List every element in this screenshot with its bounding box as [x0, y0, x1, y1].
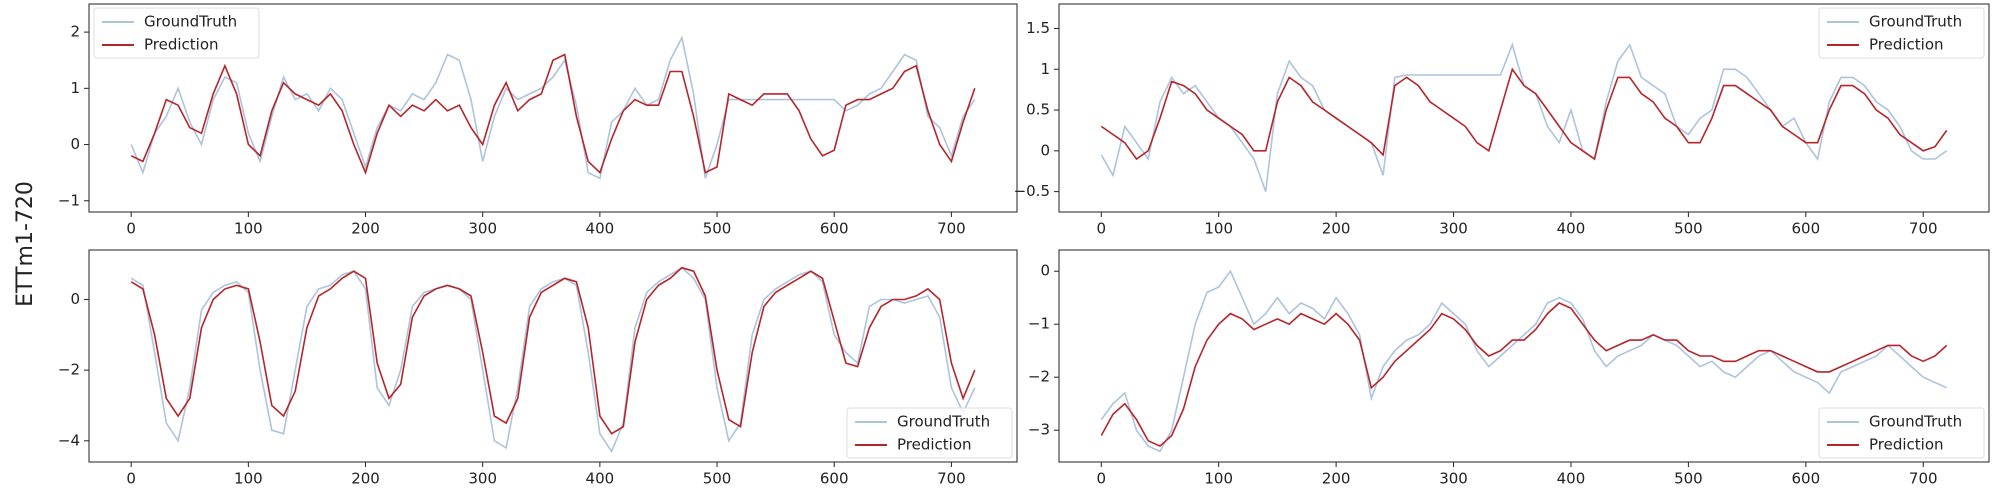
x-tick-label: 600 — [1791, 470, 1820, 488]
legend-label: GroundTruth — [897, 413, 990, 431]
y-tick-label: 1.5 — [1026, 19, 1050, 37]
plot-frame — [88, 3, 1018, 213]
legend-frame — [93, 7, 260, 59]
plot-frame — [88, 249, 1018, 463]
x-tick-label: 700 — [937, 220, 966, 238]
legend-label: Prediction — [144, 36, 219, 54]
x-tick-label: 600 — [820, 470, 849, 488]
y-tick-label: −3 — [1028, 421, 1050, 439]
x-tick-label: 500 — [703, 470, 732, 488]
legend-label: Prediction — [1869, 36, 1944, 54]
x-tick-label: 200 — [351, 220, 380, 238]
x-tick-label: 400 — [586, 220, 615, 238]
y-tick-label: −4 — [58, 431, 80, 449]
series-line — [1100, 302, 1948, 448]
y-tick-label: −2 — [1028, 368, 1050, 386]
y-tick-label: 2 — [70, 23, 80, 41]
y-tick-label: 1 — [1040, 60, 1050, 78]
y-tick-label: −0.5 — [1014, 182, 1050, 200]
x-tick-label: 400 — [586, 470, 615, 488]
x-tick-label: 500 — [1674, 220, 1703, 238]
x-tick-label: 700 — [937, 470, 966, 488]
x-tick-label: 400 — [1557, 220, 1586, 238]
x-tick-label: 0 — [1096, 220, 1106, 238]
legend-label: Prediction — [897, 436, 972, 454]
legend-frame — [846, 407, 1013, 459]
x-tick-label: 100 — [234, 470, 263, 488]
x-tick-label: 0 — [1096, 470, 1106, 488]
y-tick-label: 0 — [1040, 141, 1050, 159]
x-tick-label: 100 — [1204, 220, 1233, 238]
plot-frame — [1058, 249, 1990, 463]
x-tick-label: 100 — [234, 220, 263, 238]
x-tick-label: 0 — [126, 470, 136, 488]
series-line — [1100, 42, 1948, 192]
y-tick-label: −1 — [58, 191, 80, 209]
x-tick-label: 0 — [126, 220, 136, 238]
x-tick-label: 300 — [1439, 470, 1468, 488]
legend-label: GroundTruth — [144, 13, 237, 31]
y-tick-label: 1 — [70, 79, 80, 97]
x-tick-label: 600 — [820, 220, 849, 238]
x-tick-label: 500 — [703, 220, 732, 238]
x-tick-label: 200 — [1322, 220, 1351, 238]
x-tick-label: 100 — [1204, 470, 1233, 488]
y-tick-label: 0 — [70, 135, 80, 153]
y-tick-label: −2 — [58, 361, 80, 379]
x-tick-label: 300 — [468, 220, 497, 238]
y-tick-label: 0 — [1040, 262, 1050, 280]
series-line — [130, 35, 976, 180]
series-line — [130, 266, 976, 454]
y-tick-label: −1 — [1028, 315, 1050, 333]
plot-frame — [1058, 3, 1990, 213]
legend-label: GroundTruth — [1869, 413, 1962, 431]
legend-frame — [1818, 407, 1985, 459]
series-line — [130, 53, 976, 175]
series-line — [1100, 269, 1948, 453]
x-tick-label: 400 — [1557, 470, 1586, 488]
series-line — [130, 266, 976, 435]
figure-label: ETTm1-720 — [13, 181, 38, 307]
x-tick-label: 700 — [1909, 470, 1938, 488]
legend-label: Prediction — [1869, 436, 1944, 454]
y-tick-label: 0.5 — [1026, 101, 1050, 119]
legend-frame — [1818, 7, 1985, 59]
y-tick-label: 0 — [70, 290, 80, 308]
x-tick-label: 300 — [468, 470, 497, 488]
x-tick-label: 300 — [1439, 220, 1468, 238]
legend-label: GroundTruth — [1869, 13, 1962, 31]
x-tick-label: 500 — [1674, 470, 1703, 488]
x-tick-label: 600 — [1791, 220, 1820, 238]
x-tick-label: 200 — [351, 470, 380, 488]
series-line — [1100, 67, 1948, 161]
x-tick-label: 700 — [1909, 220, 1938, 238]
x-tick-label: 200 — [1322, 470, 1351, 488]
